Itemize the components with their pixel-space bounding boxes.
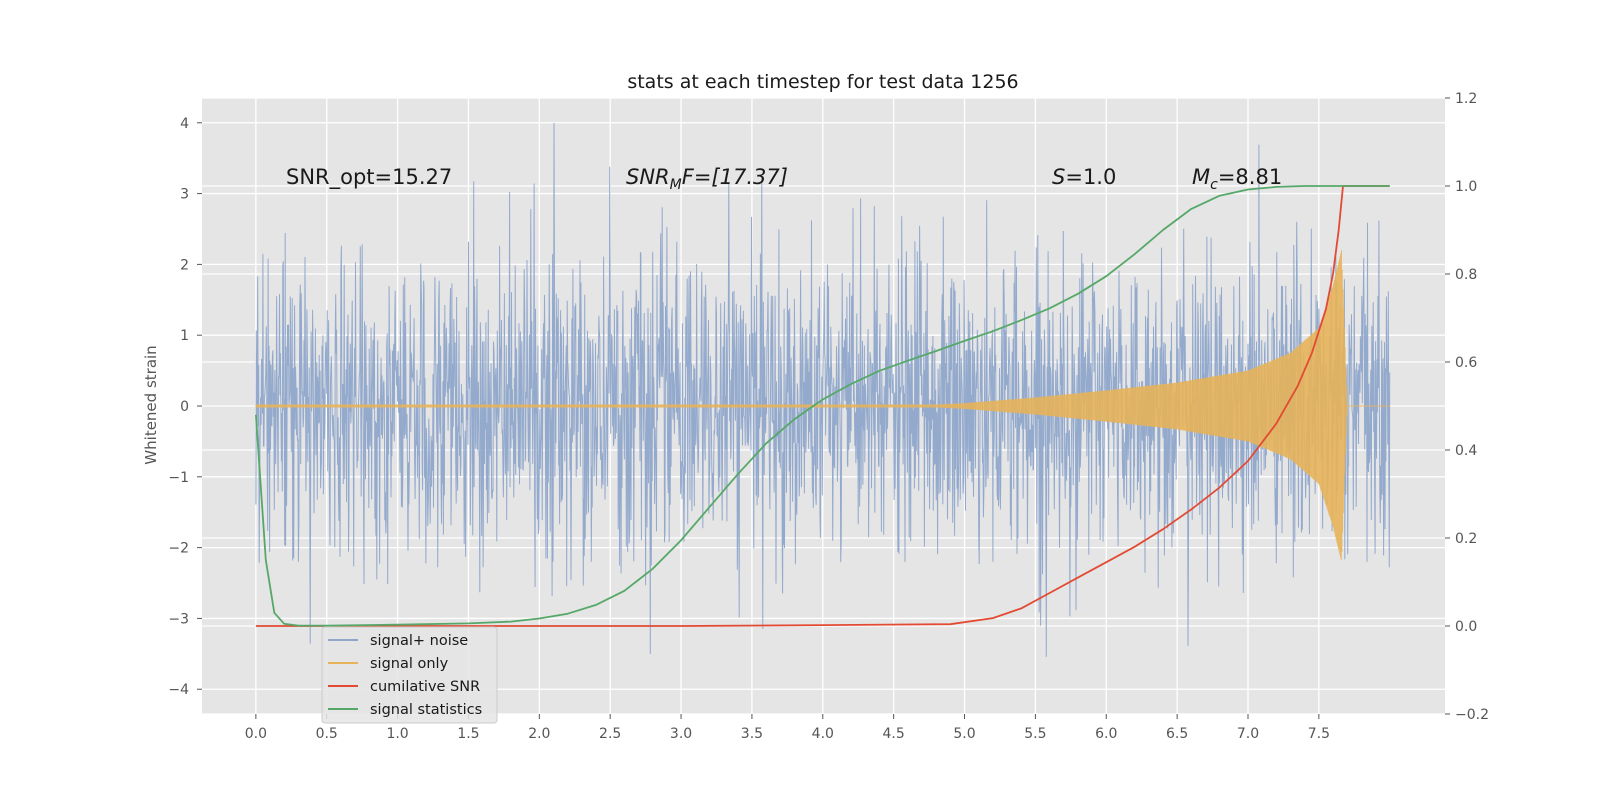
mc-symbol: M	[1192, 165, 1210, 189]
legend-label-signal-statistics: signal statistics	[370, 702, 482, 718]
y-tick-label: 3	[180, 187, 189, 203]
x-tick-label: 4.0	[812, 726, 834, 742]
x-tick-label: 6.5	[1166, 726, 1188, 742]
legend-label-cumulative-snr: cumilative SNR	[370, 679, 480, 695]
y-tick-label: −4	[168, 682, 189, 698]
x-tick-label: 4.5	[883, 726, 905, 742]
y-tick-label: 4	[180, 116, 189, 132]
y-tick-label: −3	[168, 611, 189, 627]
y-tick-label: −2	[168, 541, 189, 557]
x-tick-label: 0.0	[245, 726, 267, 742]
y2-tick-label: 0.8	[1455, 267, 1477, 283]
mc-subscript: c	[1210, 177, 1218, 193]
y2-tick-label: 0.6	[1455, 355, 1477, 371]
y2-tick-label: 0.4	[1455, 443, 1477, 459]
y2-tick-label: 1.0	[1455, 179, 1477, 195]
x-tick-label: 5.5	[1024, 726, 1046, 742]
y-axis-label: Whitened strain	[142, 345, 160, 464]
y2-tick-label: 0.0	[1455, 619, 1477, 635]
annotation-chirp-mass: Mc=8.81	[1192, 165, 1282, 193]
y2-tick-label: 0.2	[1455, 531, 1477, 547]
x-tick-label: 7.0	[1237, 726, 1259, 742]
y-tick-label: 0	[180, 399, 189, 415]
x-tick-label: 7.5	[1308, 726, 1330, 742]
chart-title: stats at each timestep for test data 125…	[627, 71, 1018, 93]
y-tick-label: 1	[180, 328, 189, 344]
annotation-statistic-s: S=1.0	[1052, 165, 1116, 189]
x-tick-label: 3.5	[741, 726, 763, 742]
series-cumulative-snr	[255, 185, 1390, 627]
x-tick-label: 3.0	[670, 726, 692, 742]
x-tick-label: 1.5	[457, 726, 479, 742]
legend-label-signal-only: signal only	[370, 656, 449, 672]
annotation-snr-opt: SNR_opt=15.27	[286, 165, 452, 190]
snr-mf-main: SNR	[626, 165, 670, 189]
legend-label-signal-noise: signal+ noise	[370, 633, 468, 649]
x-tick-label: 6.0	[1095, 726, 1117, 742]
stat-s-value: =1.0	[1065, 165, 1116, 189]
mc-value: =8.81	[1218, 165, 1282, 189]
y-tick-label: −1	[168, 470, 189, 486]
x-tick-label: 2.5	[599, 726, 621, 742]
data-layer	[255, 122, 1391, 657]
series-signal-only	[255, 250, 1390, 561]
stat-s-symbol: S	[1052, 165, 1065, 189]
legend: signal+ noise signal only cumilative SNR…	[321, 626, 498, 724]
x-tick-label: 0.5	[316, 726, 338, 742]
axes: 0.0 0.5 1.0 1.5 2.0 2.5 3.0 3.5 4.0 4.5 5.0 5.5 6.0 6…	[168, 91, 1489, 742]
snr-mf-sub: M	[670, 177, 682, 193]
y2-tick-label: 1.2	[1455, 91, 1477, 107]
legend-box	[321, 626, 498, 724]
x-tick-label: 1.0	[386, 726, 408, 742]
series-signal-plus-noise	[255, 122, 1391, 657]
annotation-snr-mf: SNRMF=[17.37]	[626, 165, 788, 193]
series-signal-statistics	[255, 185, 1390, 627]
snr-mf-rest: F=[17.37]	[682, 165, 788, 189]
y-tick-label: 2	[180, 257, 189, 273]
y2-tick-label: −0.2	[1455, 707, 1489, 723]
x-tick-label: 2.0	[528, 726, 550, 742]
x-tick-label: 5.0	[953, 726, 975, 742]
